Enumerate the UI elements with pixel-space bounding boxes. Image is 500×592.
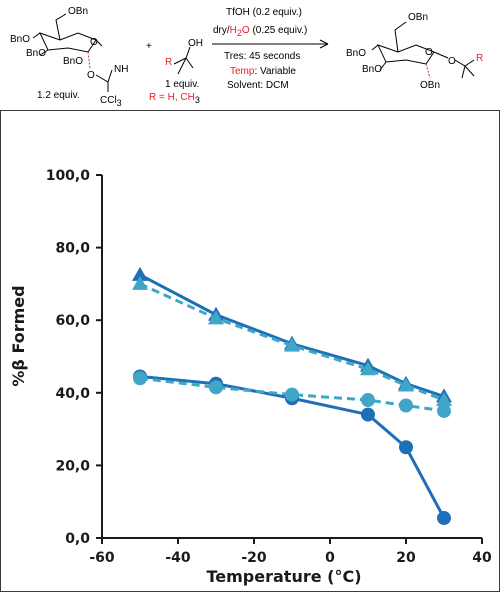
data-point-circle	[399, 440, 413, 455]
x-tick-label: 40	[472, 550, 492, 566]
series-2	[132, 275, 452, 407]
donor-ccl3: CCl3	[100, 95, 122, 108]
series-1-line	[139, 273, 445, 398]
series-4	[133, 371, 451, 418]
donor-bno-bottom: BnO	[63, 56, 83, 67]
acceptor-bonds	[173, 46, 194, 75]
donor-bno-mid: BnO	[26, 48, 46, 59]
data-point-circle	[285, 387, 299, 402]
x-tick-label: -60	[89, 550, 115, 566]
data-point-triangle	[132, 266, 148, 281]
donor-obn-top: OBn	[68, 6, 88, 17]
data-point-circle	[361, 393, 375, 408]
donor-link-o: O	[87, 70, 95, 81]
y-axis-title: %β Formed	[9, 285, 28, 386]
data-point-triangle	[132, 275, 148, 290]
y-tick-label: 20,0	[55, 458, 90, 474]
product-link-o: O	[448, 56, 456, 67]
conditions-line-5: Solvent: DCM	[227, 80, 289, 91]
plus-sign: +	[146, 41, 152, 52]
donor-ring-bonds	[32, 13, 103, 56]
chart-axes: 0,0 20,0 40,0 60,0 80,0 100,0 -60 -40 -20 0 20 40	[46, 168, 492, 566]
chart-series-layer	[132, 266, 452, 526]
beta-selectivity-chart: 0,0 20,0 40,0 60,0 80,0 100,0 -60 -40 -20 0 20 40 T…	[0, 110, 500, 592]
product-bno-left: BnO	[346, 48, 366, 59]
data-point-triangle	[436, 392, 452, 407]
conditions-line-2: dry/H2O (0.25 equiv.)	[213, 25, 307, 38]
data-point-circle	[361, 407, 375, 422]
y-tick-label: 0,0	[65, 531, 90, 547]
product-obn-top: OBn	[408, 12, 428, 23]
x-tick-label: 20	[396, 550, 416, 566]
x-tick-label: -20	[241, 550, 267, 566]
product-structure: OBn O BnO BnO OBn O R	[346, 12, 483, 91]
x-axis-title: Temperature (°C)	[206, 567, 361, 586]
reaction-conditions: TfOH (0.2 equiv.) dry/H2O (0.25 equiv.) …	[212, 7, 329, 91]
acceptor-r-definition: R = H, CH3	[149, 92, 200, 105]
data-point-triangle	[284, 337, 300, 352]
y-tick-label: 80,0	[55, 241, 90, 257]
product-bno-mid: BnO	[362, 64, 382, 75]
data-point-triangle	[208, 310, 224, 325]
acceptor-oh: OH	[188, 38, 203, 49]
product-ring-o: O	[425, 47, 433, 58]
series-3-line	[139, 374, 446, 519]
data-point-circle	[399, 398, 413, 413]
product-obn-bottom: OBn	[420, 80, 440, 91]
chart-frame	[0, 110, 500, 592]
product-aglycone-bonds	[454, 59, 475, 79]
reaction-arrow-head	[319, 39, 329, 49]
acceptor-structure: R OH 1 equiv. R = H, CH3	[149, 38, 203, 105]
conditions-line-3: Tres: 45 seconds	[224, 51, 300, 62]
data-point-circle	[209, 380, 223, 395]
donor-anomeric-bond	[87, 51, 91, 69]
conditions-line-4: Temp: Variable	[230, 66, 296, 77]
donor-structure: OBn O BnO BnO BnO O NH CCl3 1.2 equiv.	[10, 6, 128, 108]
product-anomeric-bond	[425, 63, 431, 79]
data-point-circle	[133, 371, 147, 386]
acceptor-r: R	[165, 57, 172, 68]
x-tick-label: 0	[325, 550, 335, 566]
donor-nh: NH	[114, 64, 128, 75]
conditions-line-1: TfOH (0.2 equiv.)	[226, 7, 302, 18]
donor-bno-left: BnO	[10, 34, 30, 45]
product-r: R	[476, 53, 483, 64]
donor-equiv: 1.2 equiv.	[37, 90, 80, 101]
y-tick-label: 40,0	[55, 386, 90, 402]
reaction-scheme: OBn O BnO BnO BnO O NH CCl3 1.2 equiv. +…	[10, 6, 483, 108]
acceptor-equiv: 1 equiv.	[165, 79, 199, 90]
data-point-triangle	[398, 377, 414, 392]
x-tick-label: -40	[165, 550, 191, 566]
y-tick-label: 100,0	[46, 168, 91, 184]
product-ring-bonds	[371, 21, 449, 71]
data-point-circle	[437, 403, 451, 418]
data-point-circle	[437, 511, 451, 526]
data-point-triangle	[360, 361, 376, 376]
donor-ring-o: O	[90, 37, 98, 48]
series-2-line	[139, 282, 445, 402]
y-tick-label: 60,0	[55, 313, 90, 329]
donor-imidate-bonds	[95, 69, 113, 92]
